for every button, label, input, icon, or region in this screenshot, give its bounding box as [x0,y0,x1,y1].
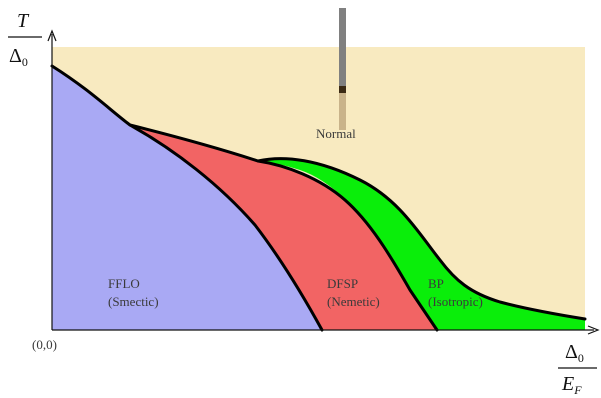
fflo-dfsp-boundary [128,123,324,332]
x-axis-label-denominator: EF [561,373,582,397]
dfsp-label: DFSP [327,276,358,291]
x-axis-label-numerator: Δ0 [565,341,584,365]
x-axis-arrow [587,325,600,335]
bp-region [258,158,585,330]
bp-sublabel: (Isotropic) [428,294,483,309]
phase-boundaries [50,64,587,332]
normal-label: Normal [316,126,356,141]
axes [47,29,600,335]
x-axis-label: Δ0 EF [558,341,597,397]
fflo-label: FFLO [108,276,140,291]
probe-lower [339,93,346,130]
y-axis-label: T Δ0 [8,10,42,69]
dfsp-bp-boundary [256,159,439,332]
dfsp-sublabel: (Nemetic) [327,294,380,309]
y-axis-arrow [47,29,57,42]
y-axis-label-numerator: T [17,10,30,32]
y-axis-label-denominator: Δ0 [9,45,28,69]
bp-label: BP [428,276,444,291]
fflo-sublabel: (Smectic) [108,294,159,309]
probe [339,8,346,130]
probe-upper [339,8,346,86]
probe-band [339,86,346,93]
origin-label: (0,0) [32,337,57,352]
fflo-region [52,66,322,330]
